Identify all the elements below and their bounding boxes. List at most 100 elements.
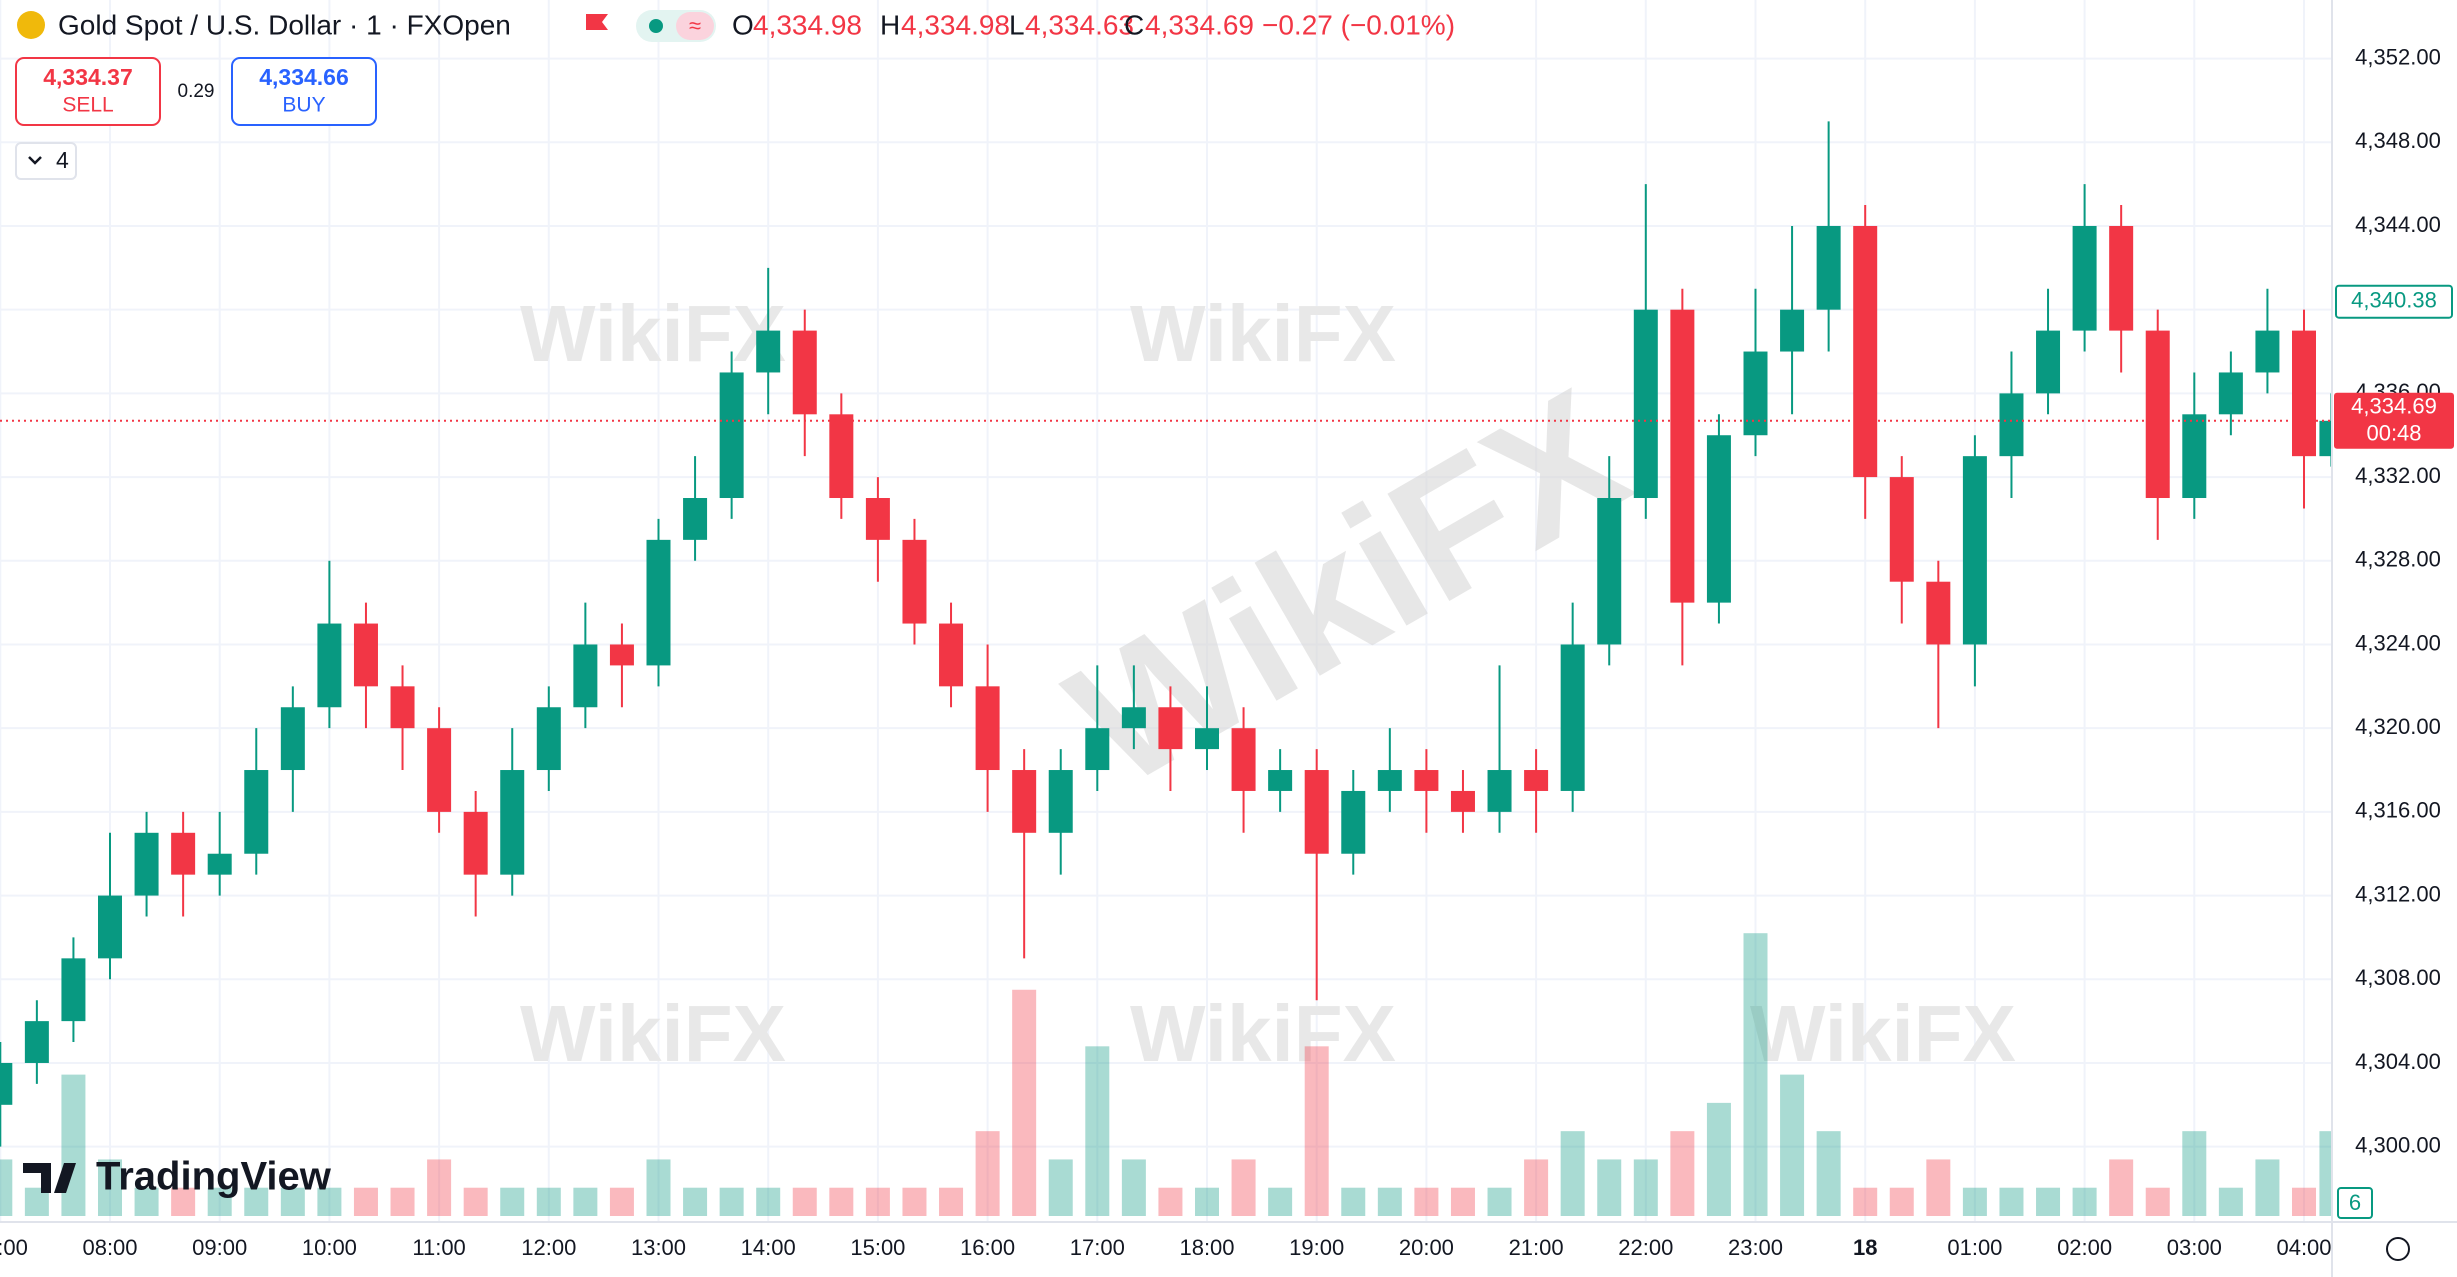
candle-body bbox=[134, 832, 159, 896]
candle-body bbox=[61, 958, 86, 1022]
y-tick-label: 4,320.00 bbox=[2355, 714, 2441, 739]
candle-body bbox=[1195, 728, 1219, 750]
candle-body bbox=[975, 686, 1000, 771]
candle-body bbox=[1268, 770, 1293, 791]
y-tick-label: 4,300.00 bbox=[2355, 1132, 2441, 1157]
volume-bar bbox=[536, 1187, 561, 1216]
x-tick-label: 09:00 bbox=[192, 1235, 247, 1260]
symbol-title: Gold Spot / U.S. Dollar · 1 · FXOpen bbox=[58, 9, 511, 40]
candle-body bbox=[1670, 309, 1695, 603]
volume-bar bbox=[975, 1131, 1000, 1216]
candle-body bbox=[0, 1062, 13, 1105]
candle-body bbox=[683, 498, 708, 540]
volume-bar bbox=[1341, 1187, 1366, 1216]
watermark: WikiFX bbox=[520, 989, 786, 1078]
x-tick-label: 17:00 bbox=[1070, 1235, 1125, 1260]
ohlc-value: 4,334.63 bbox=[1025, 9, 1134, 40]
volume-bar bbox=[1670, 1131, 1695, 1216]
candle-body bbox=[500, 770, 525, 875]
volume-label: 6 bbox=[2349, 1190, 2361, 1215]
candle-body bbox=[1633, 309, 1658, 499]
candle-body bbox=[2036, 330, 2061, 394]
volume-bar bbox=[244, 1187, 269, 1216]
x-tick-label: 10:00 bbox=[302, 1235, 357, 1260]
volume-bar bbox=[1304, 1046, 1329, 1216]
symbol-icon bbox=[17, 11, 45, 39]
x-tick-label: 04:00 bbox=[2276, 1235, 2331, 1260]
x-tick-label: 01:00 bbox=[1947, 1235, 2002, 1260]
candle-body bbox=[573, 644, 598, 708]
x-tick-label: 16:00 bbox=[960, 1235, 1015, 1260]
volume-bar bbox=[61, 1074, 86, 1216]
volume-bar bbox=[719, 1187, 744, 1216]
ohlc-value: 4,334.98 bbox=[901, 9, 1010, 40]
candle-body bbox=[939, 623, 964, 687]
volume-bar bbox=[207, 1187, 232, 1216]
ohlc-letter: O bbox=[732, 9, 754, 40]
sell-price: 4,334.37 bbox=[43, 64, 133, 90]
volume-bar bbox=[1853, 1187, 1878, 1216]
candle-body bbox=[317, 623, 342, 708]
candle-body bbox=[1999, 393, 2024, 457]
volume-bar bbox=[2109, 1159, 2134, 1216]
candle-body bbox=[1012, 770, 1037, 833]
x-tick-label: 21:00 bbox=[1509, 1235, 1564, 1260]
ohlc-letter: C bbox=[1124, 9, 1144, 40]
chevron bbox=[28, 156, 42, 165]
volume-bar bbox=[0, 1159, 13, 1216]
candle-body bbox=[1780, 309, 1805, 352]
candle-body bbox=[1450, 790, 1475, 812]
delay-icon bbox=[676, 12, 714, 40]
y-tick-label: 4,352.00 bbox=[2355, 44, 2441, 69]
last-price-label: 4,334.69 bbox=[2351, 394, 2437, 419]
y-tick-label: 4,328.00 bbox=[2355, 547, 2441, 572]
x-tick-label: 14:00 bbox=[741, 1235, 796, 1260]
volume-bar bbox=[2182, 1131, 2207, 1216]
x-tick-label: 13:00 bbox=[631, 1235, 686, 1260]
volume-bar bbox=[427, 1159, 452, 1216]
volume-bar bbox=[573, 1187, 598, 1216]
volume-bar bbox=[756, 1187, 781, 1216]
candle-body bbox=[2319, 420, 2332, 457]
volume-bar bbox=[1816, 1131, 1841, 1216]
spread: 0.29 bbox=[178, 81, 215, 102]
volume-bar bbox=[2292, 1187, 2316, 1216]
flag-icon bbox=[586, 14, 608, 30]
x-tick-label: 15:00 bbox=[850, 1235, 905, 1260]
candle-body bbox=[2072, 225, 2097, 331]
price-marker-tag bbox=[2335, 284, 2453, 319]
candle-body bbox=[1926, 581, 1951, 645]
ohlc-value: 4,334.98 bbox=[753, 9, 862, 40]
x-tick-label: 18:00 bbox=[1179, 1235, 1234, 1260]
y-tick-label: 4,308.00 bbox=[2355, 965, 2441, 990]
candle-body bbox=[1231, 728, 1256, 791]
grid bbox=[0, 0, 2332, 1222]
candle-body bbox=[756, 330, 781, 373]
delay-symbol: ≈ bbox=[689, 13, 701, 38]
candle-body bbox=[1706, 435, 1731, 603]
market-open-dot bbox=[649, 19, 663, 33]
candle-body bbox=[463, 811, 488, 875]
y-tick-label: 4,312.00 bbox=[2355, 881, 2441, 906]
ohlc-value: 4,334.69 bbox=[1145, 9, 1254, 40]
candle-body bbox=[1487, 770, 1512, 812]
logo-icon bbox=[23, 1163, 76, 1193]
volume-bar bbox=[1012, 989, 1037, 1216]
volume-bar bbox=[1487, 1187, 1512, 1216]
sell-button[interactable] bbox=[15, 57, 161, 126]
candle-body bbox=[171, 832, 196, 875]
x-tick-label: 22:00 bbox=[1618, 1235, 1673, 1260]
volume-bar bbox=[2145, 1187, 2170, 1216]
y-tick-label: 4,348.00 bbox=[2355, 128, 2441, 153]
candle-body bbox=[865, 498, 890, 540]
settings-icon[interactable] bbox=[2386, 1237, 2410, 1261]
indicator-count: 4 bbox=[56, 147, 69, 173]
volume-tag bbox=[2337, 1187, 2373, 1219]
volume-bar bbox=[939, 1187, 964, 1216]
volume-bar bbox=[1633, 1159, 1658, 1216]
indicators-toggle[interactable] bbox=[15, 142, 77, 180]
buy-button[interactable] bbox=[231, 57, 377, 126]
last-price-tag bbox=[2334, 392, 2454, 449]
volume-bar bbox=[171, 1187, 196, 1216]
